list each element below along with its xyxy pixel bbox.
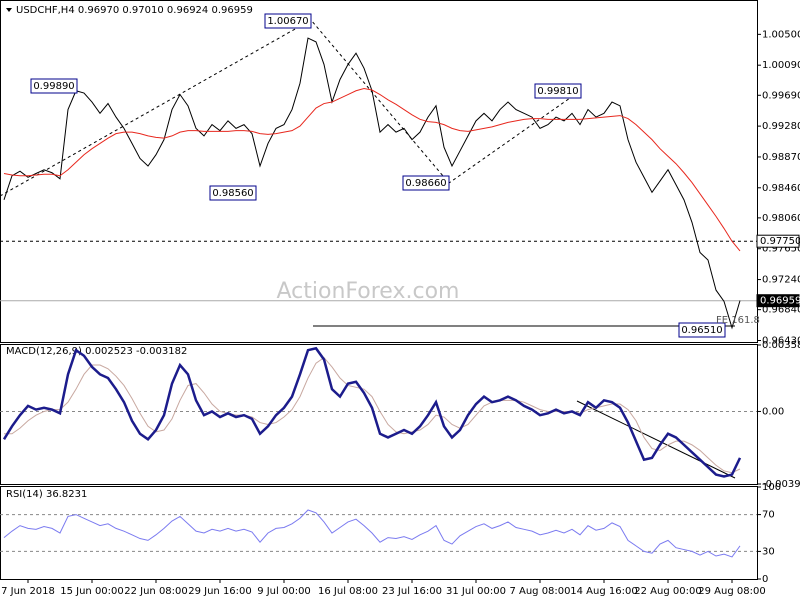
macd-panel: [0, 344, 758, 485]
y-tick-label: 0.97650: [762, 244, 800, 255]
series-line: [3, 37, 741, 330]
zigzag-line: [0, 19, 581, 197]
x-tick-label: 23 Jul 16:00: [382, 586, 442, 597]
annotation-box: [209, 185, 257, 201]
rsi-panel: [0, 486, 758, 580]
annotation-box: [264, 13, 312, 29]
watermark: ActionForex.com: [277, 279, 460, 304]
menu-arrow[interactable]: [6, 8, 12, 12]
annotation-box: [30, 78, 78, 94]
x-tick-label: 15 Jun 00:00: [60, 586, 124, 597]
y-tick-label: 0.96430: [762, 335, 800, 346]
level-box: [756, 294, 800, 308]
series-line: [3, 87, 741, 252]
x-tick-label: 7 Aug 08:00: [509, 586, 570, 597]
x-tick-label: 16 Jul 08:00: [318, 586, 378, 597]
y-tick-label: 70: [762, 510, 775, 521]
x-tick-label: 29 Aug 08:00: [698, 586, 765, 597]
annotation: 0.96510: [681, 325, 722, 336]
zigzag: [0, 19, 581, 197]
x-tick-label: 22 Jun 08:00: [124, 586, 188, 597]
x-tick-label: 7 Jun 2018: [1, 586, 55, 597]
annotation: 0.98560: [212, 188, 253, 199]
x-tick-label: 9 Jul 00:00: [257, 586, 311, 597]
y-tick-label: 30: [762, 546, 775, 557]
chart-title: USDCHF,H4 0.96970 0.97010 0.96924 0.9695…: [16, 5, 253, 16]
price-panel: [0, 0, 758, 343]
y-tick-label: 0.00358: [762, 340, 800, 351]
y-tick-label: 0: [762, 574, 768, 585]
y-tick-label: 0.98870: [762, 152, 800, 163]
annotation: 0.99890: [33, 81, 74, 92]
series-line: [3, 509, 741, 558]
annotation: 0.99810: [537, 86, 578, 97]
series-line: [4, 356, 741, 474]
x-tick-label: 29 Jun 16:00: [188, 586, 252, 597]
rsi-title: RSI(14) 36.8231: [6, 489, 87, 500]
macd-trendline: [576, 400, 736, 479]
annotation: 1.00670: [267, 16, 308, 27]
y-tick-label: 0.97240: [762, 275, 800, 286]
y-tick-label: 1.00500: [762, 29, 800, 40]
macd-title: MACD(12,26,9) 0.002523 -0.003182: [6, 346, 187, 357]
y-tick-label: 0.99690: [762, 90, 800, 101]
y-tick-label: -0.003908: [762, 479, 800, 490]
annotation: FE 161.8: [716, 315, 760, 326]
level-box: [756, 234, 800, 248]
series-line: [2, 346, 742, 478]
level-label: 0.96959: [760, 296, 800, 307]
x-tick-label: 14 Aug 16:00: [570, 586, 637, 597]
x-tick-label: 22 Aug 00:00: [634, 586, 701, 597]
level-label: 0.97750: [760, 236, 800, 247]
y-tick-label: 0.98060: [762, 213, 800, 224]
y-tick-label: 0.96840: [762, 305, 800, 316]
y-tick-label: 0.99280: [762, 121, 800, 132]
y-tick-label: 0.98460: [762, 183, 800, 194]
x-tick-label: 31 Jul 00:00: [446, 586, 506, 597]
y-tick-label: 1.00090: [762, 60, 800, 71]
y-tick-label: 100: [762, 482, 781, 493]
annotation-box: [402, 175, 450, 191]
y-tick-label: 0.00: [762, 406, 784, 417]
annotation-box: [534, 83, 582, 99]
annotation-box: [678, 322, 726, 338]
annotation: 0.98660: [405, 178, 446, 189]
